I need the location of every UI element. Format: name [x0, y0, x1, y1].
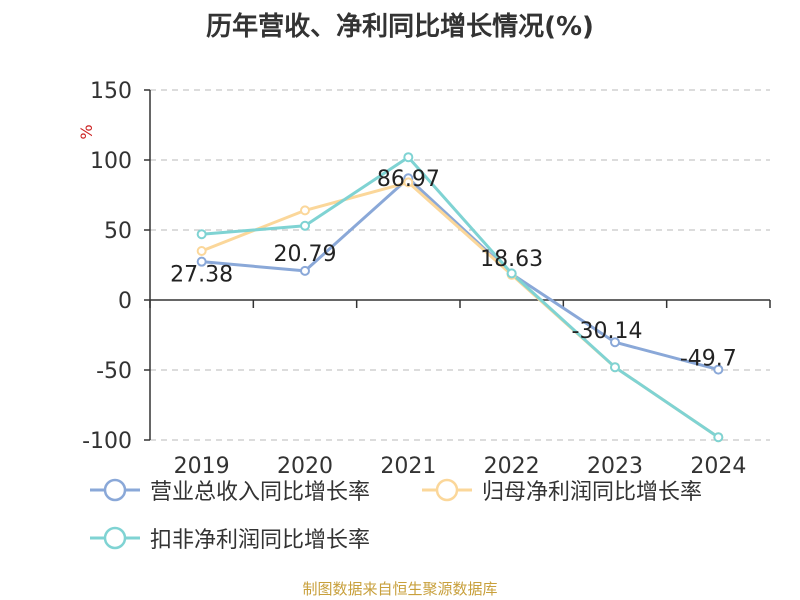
data-point	[300, 265, 310, 276]
legend-item-revenue[interactable]: 营业总收入同比增长率	[88, 474, 370, 506]
data-point	[196, 256, 207, 267]
data-label: -30.14	[572, 319, 643, 344]
series-line-0	[201, 176, 719, 372]
y-tick-label: -100	[82, 429, 132, 454]
data-label: 27.38	[170, 263, 233, 288]
data-point	[300, 220, 310, 231]
data-point	[713, 364, 724, 375]
legend-label: 归母净利润同比增长率	[482, 480, 703, 505]
data-point	[196, 229, 207, 240]
data-label-layer: 27.38 20.79 86.97 18.63 -30.14 -49.7	[170, 167, 737, 371]
legend-marker-icon	[90, 526, 140, 550]
y-tick-label: 50	[104, 219, 132, 244]
data-label: 18.63	[480, 247, 543, 272]
legend-marker-icon	[422, 478, 472, 502]
data-label: 86.97	[377, 167, 440, 192]
y-tick-label: 0	[118, 289, 132, 314]
y-tick-label: 100	[90, 149, 132, 174]
series-layer	[196, 152, 724, 443]
chart-title: 历年营收、净利同比增长情况(%)	[206, 12, 594, 42]
data-point	[506, 268, 517, 279]
legend-item-net-profit[interactable]: 归母净利润同比增长率	[420, 474, 702, 506]
x-tick-label: 2024	[690, 454, 746, 479]
data-point	[300, 205, 310, 216]
y-tick-label: -50	[96, 359, 132, 384]
axis-layer: 150 100 50 0 -50 -100 2019 2020 2021 2022 2023 2024…	[77, 79, 771, 479]
data-label: 20.79	[274, 242, 337, 267]
data-point	[403, 152, 414, 163]
source-note: 制图数据来自恒生聚源数据库	[302, 580, 498, 598]
legend-label: 营业总收入同比增长率	[150, 480, 371, 505]
x-tick-label: 2022	[484, 454, 540, 479]
data-point	[610, 362, 620, 373]
series-line-2	[201, 155, 720, 439]
data-point	[713, 432, 724, 443]
legend-item-deducted-profit[interactable]: 扣非净利润同比增长率	[88, 522, 370, 554]
data-point	[403, 177, 414, 188]
x-tick-label: 2020	[277, 454, 333, 479]
x-tick-label: 2019	[174, 454, 230, 479]
legend-label: 扣非净利润同比增长率	[150, 528, 371, 553]
y-axis-label: %	[77, 124, 96, 139]
data-label: -49.7	[680, 347, 737, 372]
x-tick-label: 2021	[380, 454, 436, 479]
x-tick-label: 2023	[587, 454, 643, 479]
data-point	[196, 246, 207, 256]
data-point	[610, 337, 620, 348]
series-line-1	[201, 180, 720, 439]
y-tick-label: 150	[90, 79, 132, 104]
legend-marker-icon	[90, 478, 140, 502]
